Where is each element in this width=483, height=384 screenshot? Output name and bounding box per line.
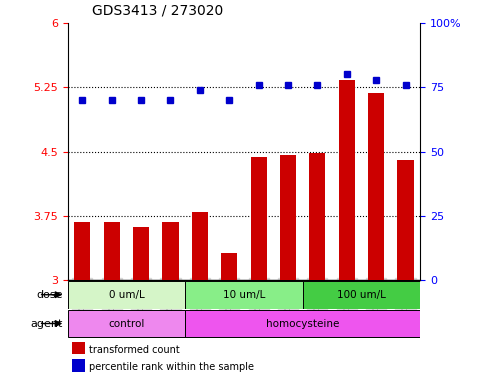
Bar [185,281,303,309]
Bar [244,280,273,283]
Text: transformed count: transformed count [89,345,180,355]
Bar [74,222,90,280]
Bar [192,212,208,280]
Text: percentile rank within the sample: percentile rank within the sample [89,362,255,372]
Bar [185,280,214,283]
Bar [251,157,267,280]
Bar [221,253,237,280]
Text: 10 um/L: 10 um/L [223,290,265,300]
Bar [368,93,384,280]
Bar [309,153,326,280]
Bar [68,280,97,283]
Text: 100 um/L: 100 um/L [337,290,386,300]
Bar [127,280,156,283]
Bar [280,155,296,280]
Bar [303,281,420,309]
Text: GDS3413 / 273020: GDS3413 / 273020 [92,4,223,18]
Bar [162,222,179,280]
Text: control: control [108,318,144,329]
Bar [97,280,127,283]
Bar [398,160,413,280]
Text: dose: dose [36,290,63,300]
Bar [68,281,185,309]
Text: homocysteine: homocysteine [266,318,340,329]
Bar [339,81,355,280]
Bar [104,222,120,280]
Bar [332,280,361,283]
Bar [68,310,185,338]
Bar [303,280,332,283]
Bar [391,280,420,283]
Bar [273,280,303,283]
Text: 0 um/L: 0 um/L [109,290,144,300]
Bar [156,280,185,283]
Bar [185,310,420,338]
Bar [133,227,149,280]
Text: agent: agent [30,318,63,329]
Bar [214,280,244,283]
Bar [361,280,391,283]
